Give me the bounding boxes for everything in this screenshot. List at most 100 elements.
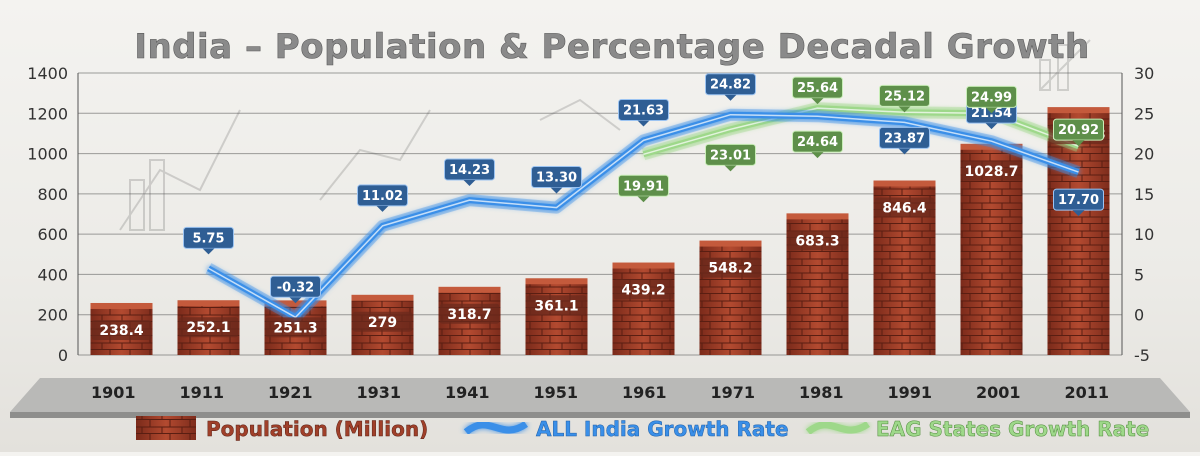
right-tick-label: 15 — [1134, 185, 1154, 204]
bar-value-label: 238.4 — [99, 323, 144, 339]
bar-label-box — [352, 311, 413, 332]
bar-top — [90, 302, 153, 309]
eag-rate-label-pointer — [985, 107, 998, 114]
eag-rate-label: 24.99 — [971, 90, 1012, 105]
lines — [205, 102, 1081, 324]
chart-floor-edge — [10, 412, 1190, 418]
eag-rate-label-pointer — [811, 98, 824, 105]
left-tick-label: 0 — [58, 346, 68, 365]
bar-top — [786, 213, 849, 220]
legend-all-india-label: ALL India Growth Rate — [536, 417, 789, 441]
bar-label-box — [874, 197, 935, 218]
all-india-rate-label-pointer — [550, 187, 563, 194]
bar-label-box — [178, 317, 239, 338]
bar-value-label: 251.3 — [273, 320, 317, 336]
right-tick-label: 30 — [1134, 64, 1154, 83]
bars — [90, 107, 1110, 355]
legend-all-india: ALL India Growth Rate — [463, 417, 789, 441]
legend-brick-mortar — [136, 416, 196, 440]
all-india-rate-label-pointer — [376, 205, 389, 212]
all-india-rate-label-pointer — [463, 180, 476, 187]
bar-top — [351, 294, 414, 301]
bar-label-box — [961, 160, 1022, 181]
eag-extra-label-pointer — [811, 152, 824, 159]
bar-top — [264, 300, 327, 307]
bar-top — [873, 180, 936, 187]
bar-top — [960, 143, 1023, 150]
category-labels: 1901 1911 1921 1931 1941 1951 1961 1971 1981 1991… — [91, 383, 1109, 402]
category-label: 1971 — [710, 383, 755, 402]
bar-label-box — [700, 257, 761, 278]
chart-floor — [10, 378, 1190, 412]
left-tick-label: 400 — [37, 265, 68, 284]
bar-value-label: 439.2 — [621, 283, 665, 299]
bar-value-label: 1028.7 — [964, 164, 1018, 180]
bar-label-box — [613, 279, 674, 300]
bar-top — [525, 278, 588, 285]
bar-top — [438, 286, 501, 293]
bar-top — [177, 300, 240, 307]
bar-mortar — [960, 147, 1023, 355]
bar-top — [1047, 107, 1110, 114]
bar-label-box — [526, 295, 587, 316]
all-india-rate-label-pointer — [202, 248, 215, 255]
eag-rate-label-pointer — [637, 196, 650, 203]
right-tick-label: 0 — [1134, 306, 1144, 325]
legend-population: Population (Million) — [136, 416, 429, 441]
right-tick-label: -5 — [1134, 346, 1150, 365]
left-axis-ticks: 0 200 400 600 800 1000 1200 1400 — [27, 64, 68, 365]
eag-rate-label: 25.12 — [884, 89, 925, 104]
all-india-rate-label: 23.87 — [884, 131, 925, 146]
right-tick-label: 10 — [1134, 225, 1154, 244]
eag-rate-label-pointer — [724, 165, 737, 172]
bar-value-label: 252.1 — [186, 320, 230, 336]
category-label: 1941 — [445, 383, 490, 402]
eag-rate-label-pointer — [898, 106, 911, 113]
category-label: 1981 — [799, 383, 844, 402]
all-india-rate-label: 13.30 — [536, 171, 577, 186]
bar-label-box — [787, 230, 848, 251]
all-india-rate-label-pointer — [1072, 210, 1085, 217]
series-line-highlight — [208, 113, 1079, 319]
legend-green-swatch — [805, 420, 870, 435]
all-india-rate-label: 24.82 — [710, 78, 751, 93]
bar-value-label: 548.2 — [708, 261, 752, 277]
legend: Population (Million) ALL India Growth Ra… — [136, 416, 1150, 441]
bar-mortar — [1047, 111, 1110, 355]
category-label: 1911 — [179, 383, 224, 402]
category-label: 2001 — [976, 383, 1021, 402]
category-label: 2011 — [1064, 383, 1109, 402]
legend-eag-label: EAG States Growth Rate — [876, 417, 1149, 441]
bar-label-box — [91, 319, 152, 340]
eag-rate-label: 25.64 — [797, 81, 838, 96]
bar-label-box — [265, 317, 326, 338]
bar-value-label: 683.3 — [795, 233, 839, 249]
legend-blue-swatch — [463, 420, 528, 435]
legend-population-label: Population (Million) — [206, 417, 428, 441]
bar-mortar — [525, 282, 588, 355]
all-india-rate-label: 5.75 — [192, 231, 224, 246]
all-india-rate-label: 21.54 — [971, 106, 1012, 121]
bar-value-label: 279 — [368, 315, 397, 331]
left-tick-label: 200 — [37, 306, 68, 325]
right-tick-label: 20 — [1134, 145, 1154, 164]
data-labels: 238.4 252.1 251.3 279 318.7 361.1 439.2 548.2 68… — [91, 73, 1109, 340]
all-india-rate-label-pointer — [985, 123, 998, 130]
all-india-rate-label: 21.63 — [623, 103, 664, 118]
bar-value-label: 846.4 — [882, 201, 927, 217]
eag-rate-label: 23.01 — [710, 148, 751, 163]
category-label: 1961 — [622, 383, 667, 402]
all-india-rate-label: 17.70 — [1058, 193, 1099, 208]
bar-label-box — [439, 303, 500, 324]
eag-extra-label: 24.64 — [797, 135, 838, 150]
left-tick-label: 1400 — [27, 64, 68, 83]
legend-eag: EAG States Growth Rate — [805, 417, 1150, 441]
right-axis-ticks: -5 0 5 10 15 20 25 30 — [1134, 64, 1154, 365]
category-label: 1901 — [91, 383, 136, 402]
grid — [77, 72, 1123, 356]
all-india-rate-label: -0.32 — [277, 280, 314, 295]
chart-title: India – Population & Percentage Decadal … — [134, 27, 1089, 67]
left-tick-label: 1000 — [27, 145, 68, 164]
eag-rate-label: 19.91 — [623, 179, 664, 194]
